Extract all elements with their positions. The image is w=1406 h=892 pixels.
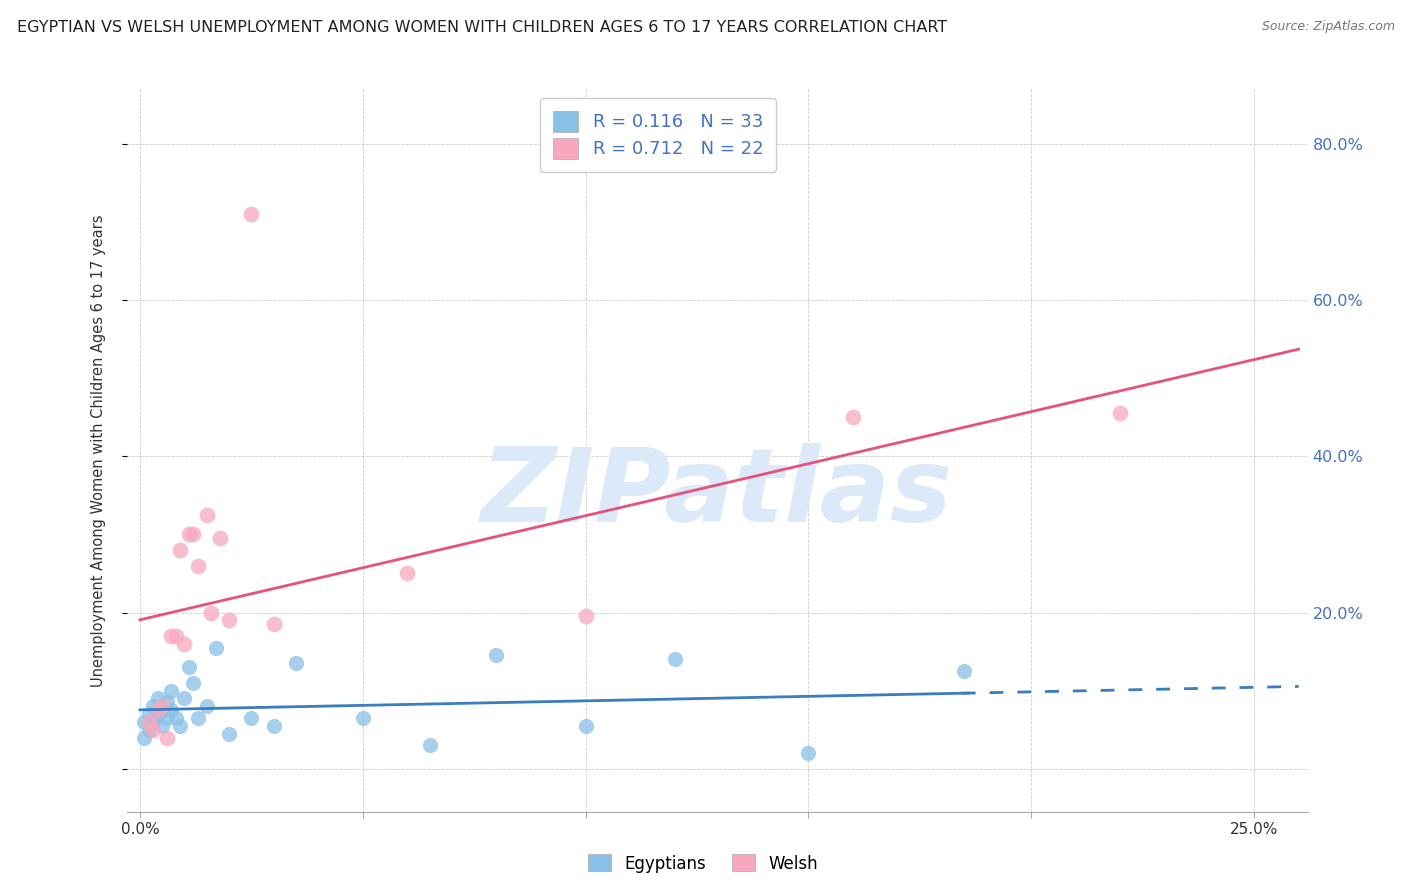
Point (173, 691, 195, 706)
Point (218, 613, 240, 627)
Point (150, 703, 173, 717)
Point (138, 714, 160, 729)
Point (146, 703, 169, 717)
Point (177, 660, 200, 674)
Point (953, 664, 976, 678)
Point (142, 714, 165, 729)
Point (156, 711, 179, 725)
Point (183, 527, 205, 541)
Point (156, 695, 179, 709)
Point (150, 699, 173, 714)
Point (146, 707, 169, 722)
Point (156, 731, 179, 745)
Point (173, 637, 195, 651)
Point (165, 629, 187, 643)
Text: Source: ZipAtlas.com: Source: ZipAtlas.com (1261, 20, 1395, 33)
Point (263, 719, 285, 733)
Point (169, 719, 191, 733)
Point (138, 707, 160, 722)
Point (240, 207, 263, 221)
Point (187, 558, 209, 573)
Point (160, 629, 183, 643)
Point (160, 683, 183, 698)
Point (160, 703, 183, 717)
Point (142, 699, 165, 714)
Point (195, 508, 218, 522)
Text: ZIPatlas: ZIPatlas (481, 443, 953, 544)
Point (142, 723, 165, 737)
Point (200, 606, 222, 620)
Point (352, 711, 374, 725)
Point (146, 691, 169, 706)
Point (183, 676, 205, 690)
Point (150, 719, 173, 733)
Point (134, 714, 156, 729)
Point (169, 543, 191, 558)
Point (664, 652, 686, 666)
Point (263, 617, 285, 632)
Y-axis label: Unemployment Among Women with Children Ages 6 to 17 years: Unemployment Among Women with Children A… (91, 214, 105, 687)
Point (284, 657, 307, 671)
Point (218, 726, 240, 740)
Point (396, 566, 419, 581)
Point (204, 640, 226, 655)
Legend: Egyptians, Welsh: Egyptians, Welsh (582, 847, 824, 880)
Point (177, 527, 200, 541)
Point (240, 711, 263, 725)
Point (187, 711, 209, 725)
Text: EGYPTIAN VS WELSH UNEMPLOYMENT AMONG WOMEN WITH CHILDREN AGES 6 TO 17 YEARS CORR: EGYPTIAN VS WELSH UNEMPLOYMENT AMONG WOM… (17, 20, 948, 35)
Point (134, 731, 156, 745)
Point (485, 648, 508, 663)
Point (165, 711, 187, 725)
Point (419, 739, 441, 753)
Point (842, 410, 865, 425)
Point (574, 719, 596, 733)
Point (195, 699, 218, 714)
Point (209, 532, 232, 546)
Point (797, 746, 820, 760)
Point (574, 609, 596, 624)
Legend: R = 0.116   N = 33, R = 0.712   N = 22: R = 0.116 N = 33, R = 0.712 N = 22 (540, 98, 776, 171)
Point (1109, 406, 1132, 420)
Point (138, 723, 160, 737)
